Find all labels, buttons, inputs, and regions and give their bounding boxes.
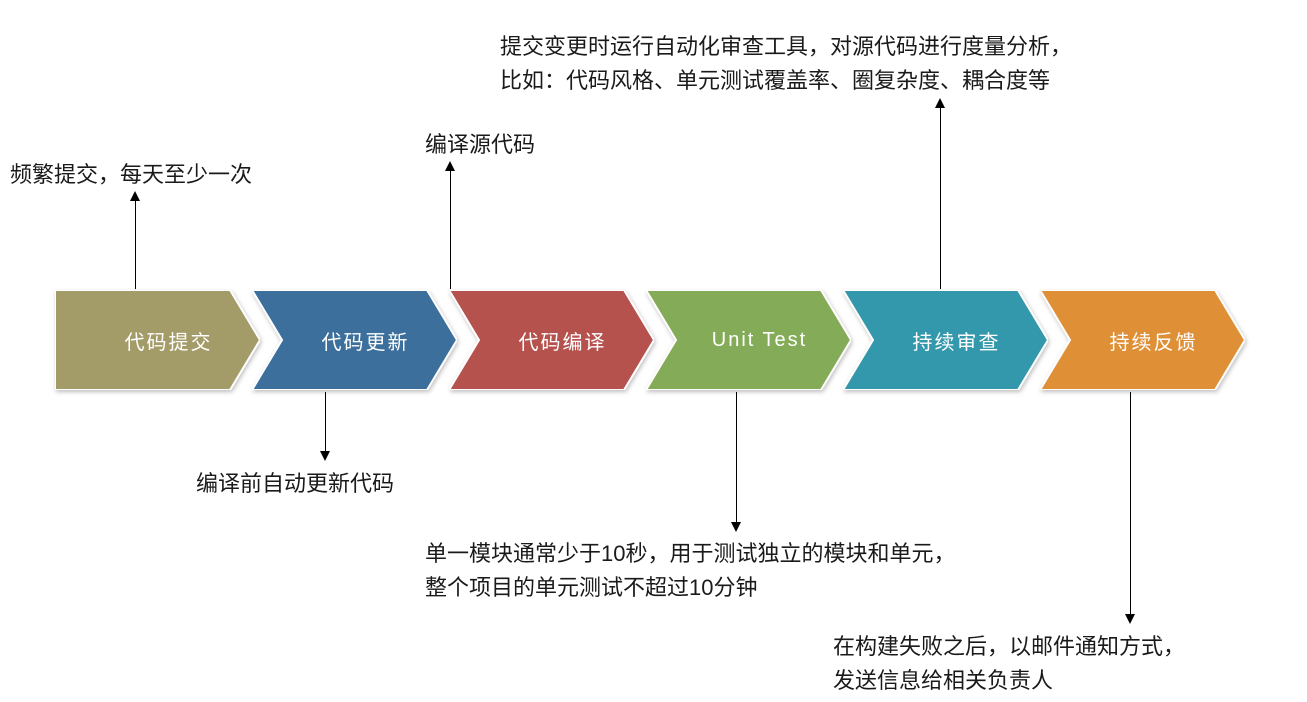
flow-step-label: Unit Test	[684, 329, 813, 352]
flow-step-label: 持续反馈	[1082, 326, 1204, 355]
flow-step-label: 代码提交	[97, 326, 219, 355]
arrow-down-icon	[731, 522, 741, 532]
connector-line	[450, 163, 451, 289]
annotation-line: 比如：代码风格、单元测试覆盖率、圈复杂度、耦合度等	[500, 64, 1072, 98]
flow-step-step-6: 持续反馈	[1040, 290, 1245, 390]
annotation-line: 编译源代码	[425, 128, 535, 162]
annotation-step-1: 频繁提交，每天至少一次	[10, 158, 252, 192]
annotation-line: 频繁提交，每天至少一次	[10, 158, 252, 192]
flow-step-step-4: Unit Test	[646, 290, 851, 390]
arrow-up-icon	[130, 191, 140, 201]
connector-line	[940, 100, 941, 289]
annotation-line: 单一模块通常少于10秒，用于测试独立的模块和单元，	[425, 537, 955, 571]
annotation-line: 整个项目的单元测试不超过10分钟	[425, 571, 955, 605]
connector-line	[135, 193, 136, 289]
arrow-down-icon	[320, 451, 330, 461]
flow-step-step-1: 代码提交	[55, 290, 260, 390]
flow-step-step-5: 持续审查	[843, 290, 1048, 390]
annotation-line: 编译前自动更新代码	[196, 467, 394, 501]
annotation-step-5: 提交变更时运行自动化审查工具，对源代码进行度量分析，比如：代码风格、单元测试覆盖…	[500, 30, 1072, 98]
flow-step-step-3: 代码编译	[449, 290, 654, 390]
flow-step-label: 持续审查	[885, 326, 1007, 355]
flow-step-label: 代码编译	[491, 326, 613, 355]
connector-line	[736, 392, 737, 530]
connector-line	[325, 392, 326, 459]
arrow-down-icon	[1125, 614, 1135, 624]
arrow-up-icon	[445, 161, 455, 171]
annotation-step-2: 编译前自动更新代码	[196, 467, 394, 501]
annotation-line: 在构建失败之后，以邮件通知方式，	[833, 630, 1185, 664]
annotation-step-4: 单一模块通常少于10秒，用于测试独立的模块和单元，整个项目的单元测试不超过10分…	[425, 537, 955, 605]
flowchart-steps: 代码提交 代码更新 代码编译 Unit Test 持续审查 持续反馈	[55, 290, 1237, 390]
annotation-step-3: 编译源代码	[425, 128, 535, 162]
flow-step-label: 代码更新	[294, 326, 416, 355]
arrow-up-icon	[935, 98, 945, 108]
flow-step-step-2: 代码更新	[252, 290, 457, 390]
annotation-line: 发送信息给相关负责人	[833, 664, 1185, 698]
annotation-step-6: 在构建失败之后，以邮件通知方式，发送信息给相关负责人	[833, 630, 1185, 698]
connector-line	[1130, 392, 1131, 622]
annotation-line: 提交变更时运行自动化审查工具，对源代码进行度量分析，	[500, 30, 1072, 64]
